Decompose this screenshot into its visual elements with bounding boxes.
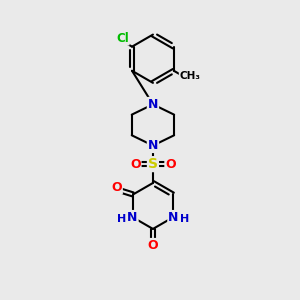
- Text: S: S: [148, 157, 158, 171]
- Text: N: N: [148, 139, 158, 152]
- Text: N: N: [127, 211, 138, 224]
- Text: O: O: [165, 158, 176, 171]
- Text: Cl: Cl: [116, 32, 129, 45]
- Text: O: O: [148, 239, 158, 252]
- Text: CH₃: CH₃: [180, 71, 201, 81]
- Text: N: N: [148, 98, 158, 111]
- Text: O: O: [130, 158, 141, 171]
- Text: N: N: [168, 211, 178, 224]
- Text: H: H: [180, 214, 189, 224]
- Text: H: H: [117, 214, 127, 224]
- Text: O: O: [111, 181, 122, 194]
